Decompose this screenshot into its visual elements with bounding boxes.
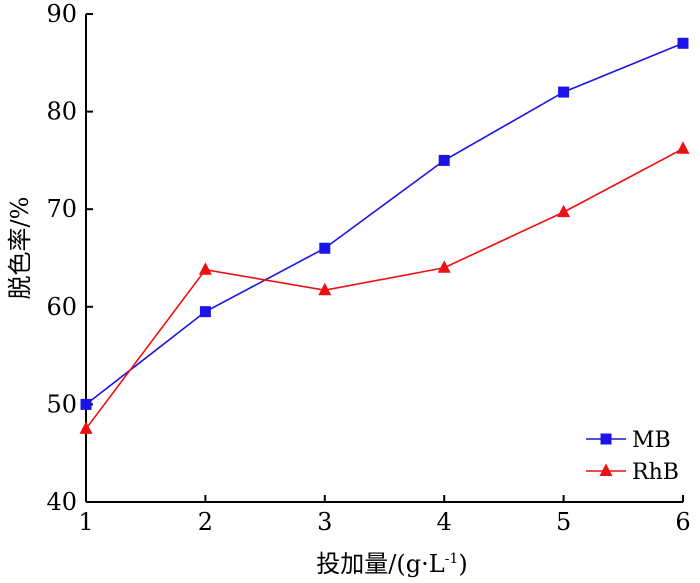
x-axis-title-main: 投加量/(g·L [316, 550, 444, 578]
series-mb-point [438, 154, 450, 166]
legend-rhb-label: RhB [632, 460, 679, 485]
x-axis-title-tail: ) [458, 550, 467, 578]
y-tick-label: 60 [46, 293, 77, 321]
y-tick-label: 40 [46, 488, 77, 516]
x-axis-title-sup: -1 [445, 551, 459, 567]
x-tick-label: 1 [78, 508, 93, 536]
legend: MB RhB [586, 428, 679, 485]
axes [85, 14, 683, 503]
series-layer [79, 37, 690, 434]
series-mb-line [85, 42, 684, 406]
series-mb-point [677, 37, 689, 49]
series-mb [80, 37, 689, 410]
series-rhb-point [79, 421, 93, 434]
legend-mb-label: MB [632, 428, 671, 453]
series-rhb-point [676, 141, 690, 154]
ticks: 40 50 60 70 80 90 1 2 3 4 5 6 [46, 0, 690, 536]
x-tick-label: 4 [437, 508, 452, 536]
series-mb-point [558, 86, 570, 98]
x-tick-label: 3 [317, 508, 332, 536]
y-tick-label: 70 [46, 195, 77, 223]
x-tick-label: 5 [556, 508, 571, 536]
y-tick-label: 90 [46, 0, 77, 28]
y-axis-title: 脱色率/% [6, 197, 34, 300]
series-rhb [79, 141, 690, 434]
series-rhb-point [198, 262, 212, 275]
x-axis-title: 投加量/(g·L-1) [316, 550, 467, 578]
x-tick-label: 2 [198, 508, 213, 536]
series-mb-point [319, 242, 331, 254]
series-rhb-point [437, 260, 451, 273]
series-mb-point [80, 398, 92, 410]
series-mb-point [199, 306, 211, 318]
y-tick-label: 50 [46, 390, 77, 418]
legend-mb-marker [600, 433, 612, 445]
series-rhb-line [85, 147, 684, 430]
x-tick-label: 6 [675, 508, 690, 536]
series-rhb-point [318, 282, 332, 296]
legend-rhb-marker [599, 463, 613, 477]
series-rhb-point [557, 204, 571, 218]
y-tick-label: 80 [46, 98, 77, 126]
